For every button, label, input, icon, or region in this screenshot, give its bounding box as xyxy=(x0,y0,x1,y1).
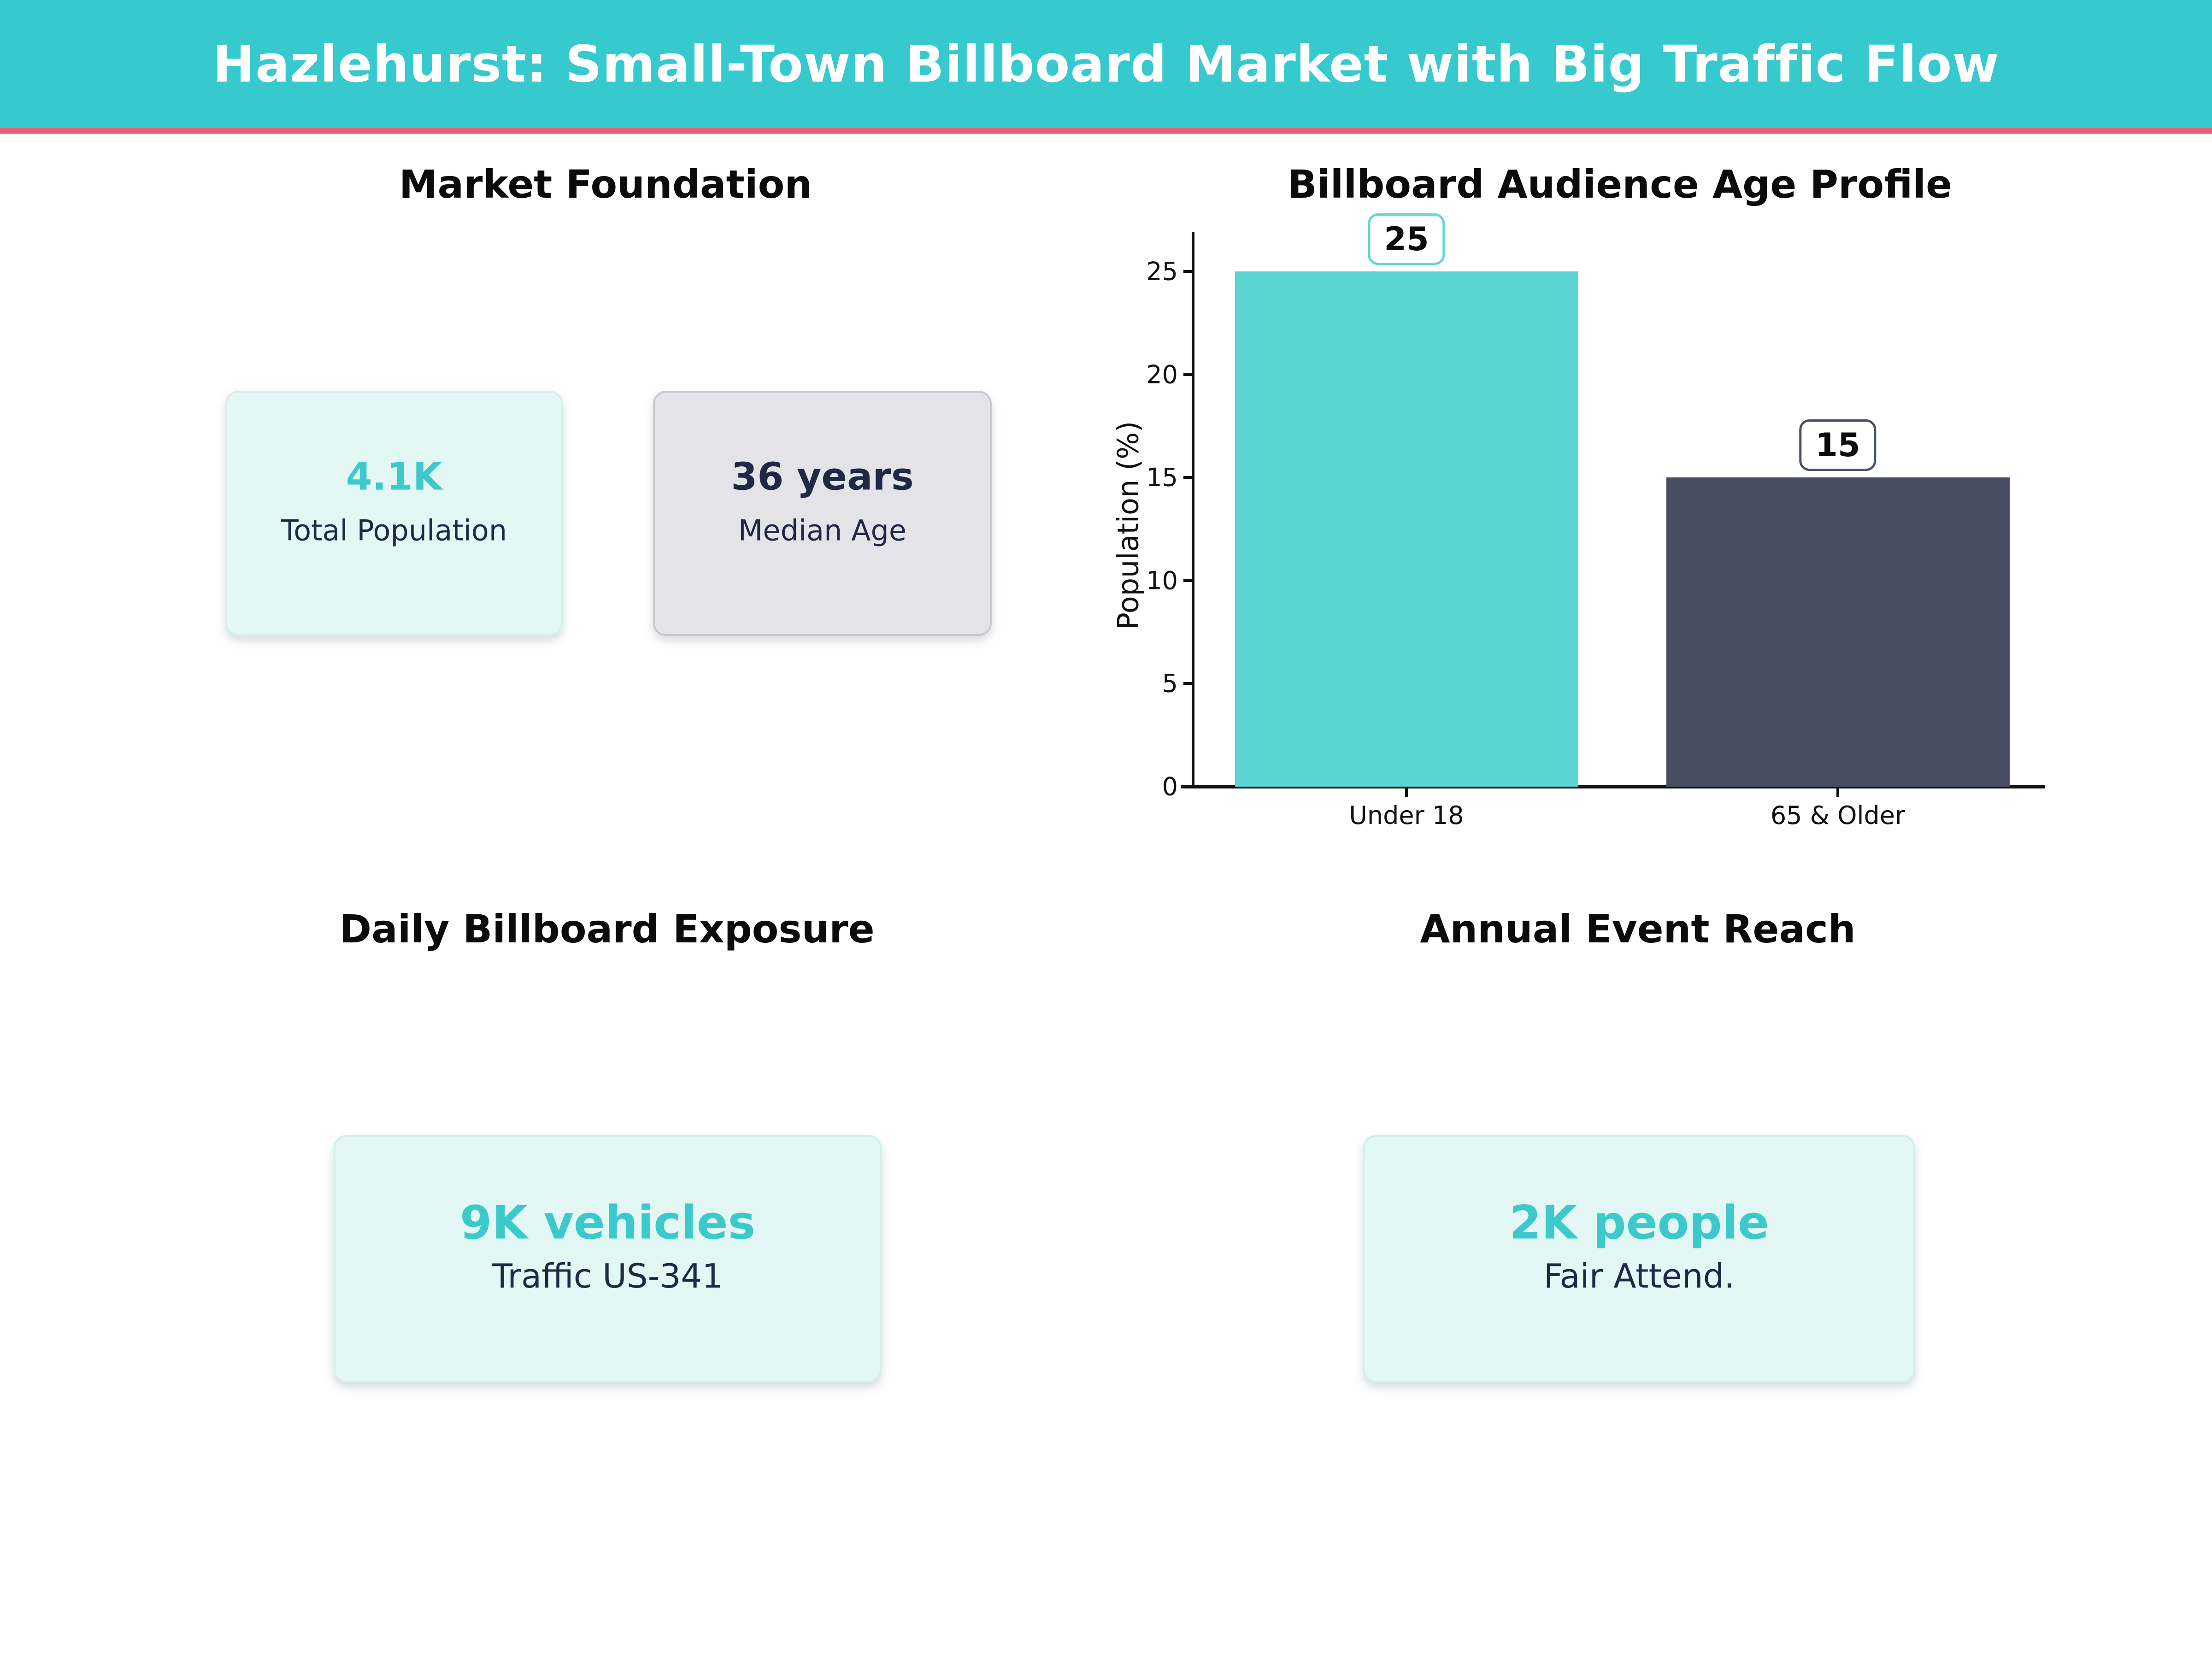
median-age-card: 36 years Median Age xyxy=(653,391,992,636)
total-population-card: 4.1K Total Population xyxy=(225,391,563,636)
heading-age-profile-chart-title: Billboard Audience Age Profile xyxy=(1287,162,1953,207)
bar-65-older xyxy=(1666,477,2010,787)
heading-market-foundation: Market Foundation xyxy=(399,162,812,207)
bar-under-18 xyxy=(1235,271,1578,787)
y-tick-label-20: 20 xyxy=(1146,360,1178,389)
median-age-value: 36 years xyxy=(731,455,914,499)
fair-attendance-card: 2K people Fair Attend. xyxy=(1363,1135,1915,1383)
page-title: Hazlehurst: Small-Town Billboard Market … xyxy=(212,34,2000,94)
y-tick-mark-5 xyxy=(1183,682,1192,685)
traffic-label: Traffic US-341 xyxy=(492,1257,724,1296)
median-age-label: Median Age xyxy=(738,513,907,547)
fair-attendance-value: 2K people xyxy=(1509,1195,1769,1249)
y-tick-label-15: 15 xyxy=(1146,463,1178,492)
x-tick-mark-1 xyxy=(1836,788,1839,797)
x-tick-mark-0 xyxy=(1405,788,1408,797)
y-tick-mark-20 xyxy=(1183,373,1192,376)
total-population-value: 4.1K xyxy=(346,455,442,499)
y-axis-label: Population (%) xyxy=(1111,421,1145,630)
x-tick-label-0: Under 18 xyxy=(1349,801,1464,830)
y-tick-label-10: 10 xyxy=(1146,566,1178,595)
header-accent-line xyxy=(0,128,2212,134)
traffic-value: 9K vehicles xyxy=(459,1195,756,1249)
y-tick-label-5: 5 xyxy=(1162,669,1178,698)
y-tick-label-25: 25 xyxy=(1146,257,1178,286)
value-badge-25: 25 xyxy=(1368,213,1445,265)
y-tick-label-0: 0 xyxy=(1162,772,1178,801)
y-tick-mark-0 xyxy=(1183,785,1192,788)
heading-annual-event-reach: Annual Event Reach xyxy=(1420,906,1856,952)
fair-attendance-label: Fair Attend. xyxy=(1543,1257,1735,1296)
y-tick-mark-10 xyxy=(1183,579,1192,582)
y-axis-spine xyxy=(1192,232,1194,788)
header-banner: Hazlehurst: Small-Town Billboard Market … xyxy=(0,0,2212,128)
heading-daily-billboard-exposure: Daily Billboard Exposure xyxy=(339,906,875,952)
y-tick-mark-15 xyxy=(1183,476,1192,479)
x-tick-label-1: 65 & Older xyxy=(1770,801,1906,830)
total-population-label: Total Population xyxy=(281,513,507,547)
value-badge-15: 15 xyxy=(1799,419,1877,471)
x-axis-spine xyxy=(1181,785,2045,788)
y-tick-mark-25 xyxy=(1183,270,1192,273)
traffic-card: 9K vehicles Traffic US-341 xyxy=(334,1135,882,1383)
